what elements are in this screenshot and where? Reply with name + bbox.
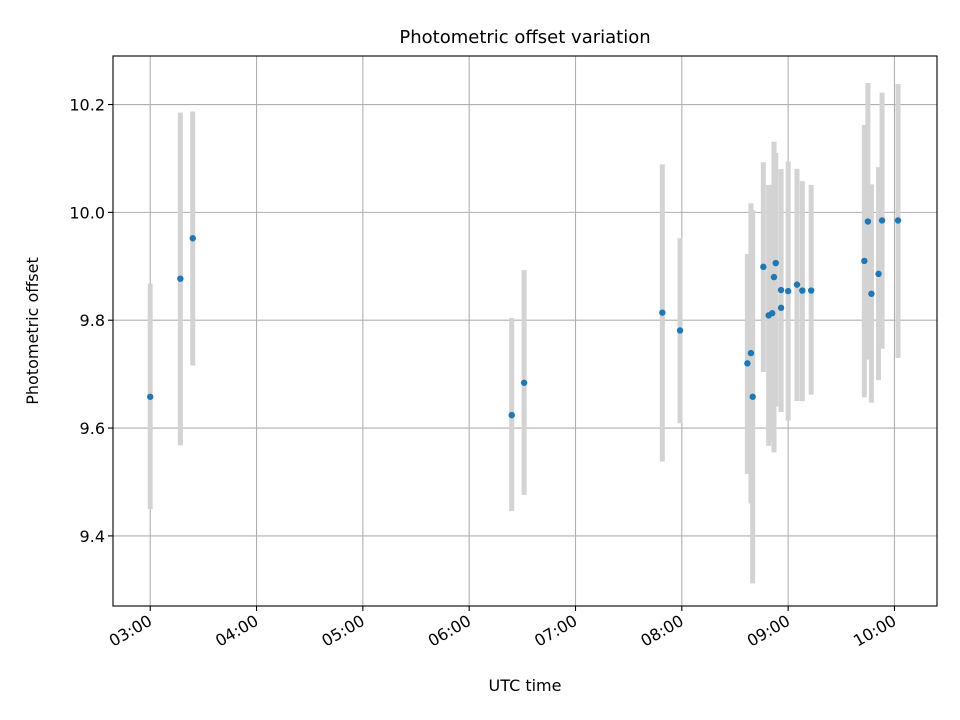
data-point (807, 287, 815, 294)
x-tick-label: 07:00 (531, 611, 580, 651)
data-point (875, 270, 882, 278)
y-tick-label: 9.4 (80, 527, 105, 546)
data-point (868, 290, 875, 297)
data-point (676, 327, 684, 334)
data-point (659, 309, 666, 316)
y-axis-label: Photometric offset (23, 257, 42, 405)
y-tick-label: 10.0 (69, 203, 105, 222)
chart-title: Photometric offset variation (399, 27, 650, 48)
error-bars (147, 82, 901, 584)
data-point (793, 281, 801, 288)
data-point (784, 287, 792, 295)
data-point (894, 217, 902, 224)
x-tick-label: 06:00 (425, 611, 474, 651)
data-point (772, 259, 779, 267)
data-point (177, 275, 184, 282)
data-point (777, 304, 785, 312)
data-point (769, 310, 776, 317)
x-tick-label: 09:00 (744, 611, 793, 651)
data-point (749, 393, 756, 400)
data-point (777, 286, 785, 294)
data-point (520, 379, 528, 386)
data-point (878, 217, 886, 224)
x-tick-label: 05:00 (318, 611, 367, 651)
x-axis-label: UTC time (489, 676, 562, 695)
x-axis-ticks: 03:00 04:00 05:00 06:00 07:00 08:00 09:00 10:00 (106, 606, 899, 651)
x-tick-label: 08:00 (637, 611, 686, 651)
data-point (508, 411, 515, 419)
data-point (799, 287, 806, 294)
x-tick-label: 03:00 (106, 611, 155, 651)
y-axis-ticks: 9.4 9.6 9.8 10.0 10.2 (69, 96, 113, 546)
y-tick-label: 10.2 (69, 96, 105, 115)
data-point (147, 393, 154, 400)
data-point (770, 273, 778, 281)
data-point (760, 263, 767, 271)
y-tick-label: 9.6 (80, 419, 105, 438)
x-tick-label: 10:00 (850, 611, 899, 651)
data-point (747, 349, 755, 357)
data-point (861, 257, 868, 265)
plot-area-frame (112, 55, 938, 607)
data-point (864, 218, 872, 225)
x-tick-label: 04:00 (212, 611, 261, 651)
data-point (744, 360, 751, 367)
y-tick-label: 9.8 (80, 311, 105, 330)
data-point (189, 235, 196, 242)
data-points (147, 217, 902, 419)
